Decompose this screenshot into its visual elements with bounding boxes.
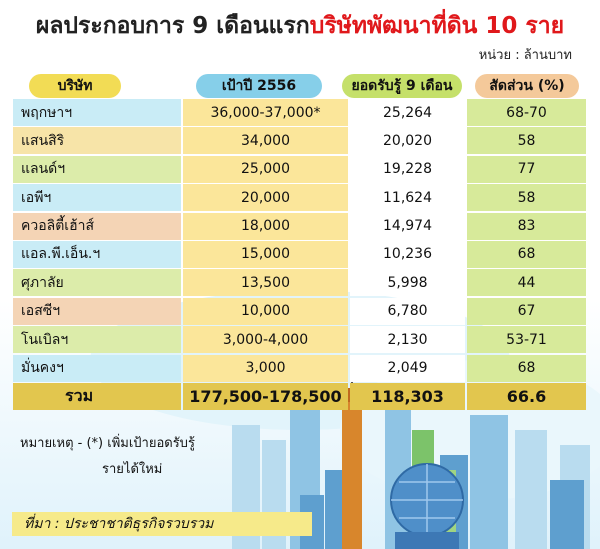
recognized-cell: 6,780: [350, 297, 465, 325]
ratio-cell: 44: [467, 269, 586, 297]
target-cell: 3,000: [183, 354, 348, 382]
target-cell: 15,000: [183, 240, 348, 268]
target-cell: 10,000: [183, 297, 348, 325]
company-cell: โนเบิลฯ: [13, 326, 181, 354]
ratio-cell: 77: [467, 155, 586, 183]
target-cell: 3,000-4,000: [183, 326, 348, 354]
recognized-cell: 25,264: [350, 99, 465, 126]
ratio-cell: 68: [467, 240, 586, 268]
target-cell: 34,000: [183, 127, 348, 155]
ratio-cell: 68-70: [467, 99, 586, 126]
source-label: ที่มา : ประชาชาติธุรกิจรวบรวม: [12, 512, 312, 536]
recognized-cell: 118,303: [350, 382, 465, 410]
target-cell: 177,500-178,500: [183, 382, 348, 410]
table-row: แสนสิริ 34,000 20,020 58: [13, 127, 586, 155]
company-cell: พฤกษาฯ: [13, 99, 181, 126]
target-cell: 25,000: [183, 155, 348, 183]
table-row: แอล.พี.เอ็น.ฯ 15,000 10,236 68: [13, 240, 586, 269]
title-main: ผลประกอบการ 9 เดือนแรก: [35, 13, 310, 39]
header-ratio: สัดส่วน (%): [475, 74, 579, 98]
company-cell: ควอลิตี้เฮ้าส์: [13, 212, 181, 240]
ratio-cell: 68: [467, 354, 586, 382]
ratio-cell: 53-71: [467, 326, 586, 354]
table-row: พฤกษาฯ 36,000-37,000* 25,264 68-70: [13, 99, 586, 127]
unit-label: หน่วย : ล้านบาท: [478, 48, 572, 63]
table-row: ควอลิตี้เฮ้าส์ 18,000 14,974 83: [13, 212, 586, 241]
table-row: ศุภาลัย 13,500 5,998 44: [13, 269, 586, 297]
ratio-cell: 83: [467, 212, 586, 240]
company-cell: เอสซีฯ: [13, 297, 181, 325]
recognized-cell: 5,998: [350, 269, 465, 297]
header-company: บริษัท: [29, 74, 121, 98]
results-table: พฤกษาฯ 36,000-37,000* 25,264 68-70 แสนสิริ 34…: [13, 99, 586, 413]
company-cell: แสนสิริ: [13, 127, 181, 155]
table-row: โนเบิลฯ 3,000-4,000 2,130 53-71: [13, 326, 586, 354]
ratio-cell: 66.6: [467, 382, 586, 410]
recognized-cell: 20,020: [350, 127, 465, 155]
header-recognized: ยอดรับรู้ 9 เดือน: [342, 74, 462, 98]
target-cell: 13,500: [183, 269, 348, 297]
ratio-cell: 58: [467, 184, 586, 212]
recognized-cell: 11,624: [350, 184, 465, 212]
table-row: เอพีฯ 20,000 11,624 58: [13, 184, 586, 212]
company-cell: มั่นคงฯ: [13, 354, 181, 382]
recognized-cell: 19,228: [350, 155, 465, 183]
recognized-cell: 14,974: [350, 212, 465, 240]
recognized-cell: 2,049: [350, 354, 465, 382]
title-highlight: บริษัทพัฒนาที่ดิน 10 ราย: [309, 13, 565, 39]
company-cell: แลนด์ฯ: [13, 155, 181, 183]
target-cell: 20,000: [183, 184, 348, 212]
target-cell: 36,000-37,000*: [183, 99, 348, 126]
target-cell: 18,000: [183, 212, 348, 240]
company-cell: เอพีฯ: [13, 184, 181, 212]
table-row: มั่นคงฯ 3,000 2,049 68: [13, 354, 586, 383]
footnote: หมายเหตุ - (*) เพิ่มเป้ายอดรับรู้ รายได้…: [20, 431, 195, 483]
footnote-line2: รายได้ใหม่: [102, 462, 163, 477]
table-row: เอสซีฯ 10,000 6,780 67: [13, 297, 586, 326]
recognized-cell: 2,130: [350, 326, 465, 354]
ratio-cell: 67: [467, 297, 586, 325]
page-title: ผลประกอบการ 9 เดือนแรกบริษัทพัฒนาที่ดิน …: [0, 8, 600, 44]
header-target: เป้าปี 2556: [196, 74, 322, 98]
table-row: แลนด์ฯ 25,000 19,228 77: [13, 155, 586, 184]
company-cell: รวม: [13, 382, 181, 410]
company-cell: ศุภาลัย: [13, 269, 181, 297]
footnote-label: หมายเหตุ -: [20, 436, 83, 451]
footnote-line1: (*) เพิ่มเป้ายอดรับรู้: [86, 436, 195, 451]
total-row: รวม 177,500-178,500 118,303 66.6: [13, 382, 586, 413]
company-cell: แอล.พี.เอ็น.ฯ: [13, 240, 181, 268]
ratio-cell: 58: [467, 127, 586, 155]
recognized-cell: 10,236: [350, 240, 465, 268]
